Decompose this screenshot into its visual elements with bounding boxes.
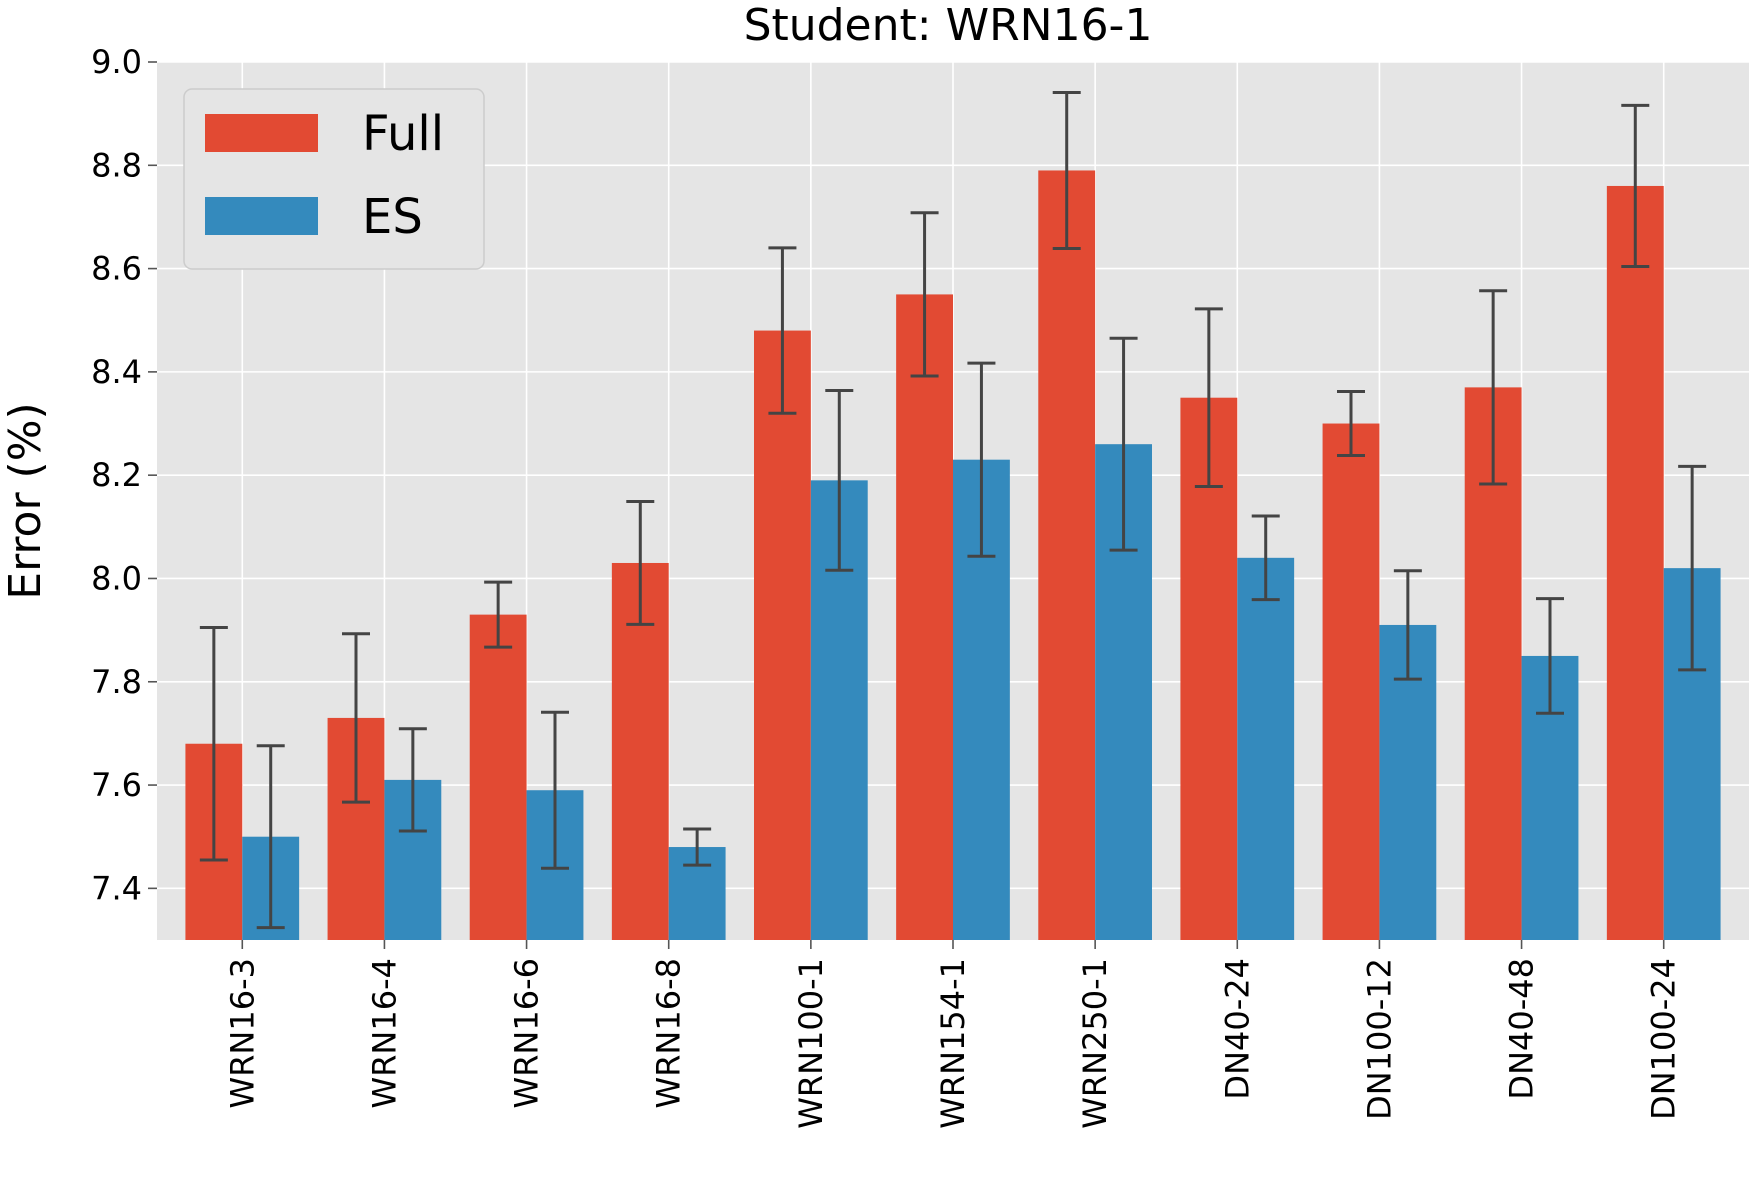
x-tick-label: WRN100-1 — [792, 958, 830, 1129]
x-tick-label: WRN16-4 — [365, 958, 403, 1108]
bar-full-dn40-24 — [1180, 397, 1238, 940]
x-tick-label: WRN16-6 — [508, 958, 546, 1108]
legend-swatch-full — [205, 114, 318, 152]
bar-es-dn40-24 — [1237, 557, 1295, 940]
error-bar-es-dn40-24 — [1251, 514, 1280, 602]
error-bar-full-wrn16-3 — [199, 626, 228, 862]
legend-swatch-es — [205, 197, 318, 235]
y-tick-label: 8.4 — [91, 353, 142, 391]
error-bar-es-wrn154-1 — [967, 361, 996, 558]
error-bar-full-dn40-24 — [1194, 307, 1223, 489]
legend-label-full: Full — [362, 106, 444, 162]
y-tick-label: 8.0 — [91, 559, 142, 597]
error-bar-es-dn100-24 — [1678, 464, 1707, 672]
y-tick-label: 7.8 — [91, 663, 142, 701]
chart-title: Student: WRN16-1 — [744, 0, 1153, 51]
y-tick-label: 9.0 — [91, 43, 142, 81]
error-bar-full-dn100-12 — [1337, 390, 1365, 458]
error-bar-es-dn40-48 — [1536, 597, 1564, 715]
y-axis-label: Error (%) — [0, 402, 51, 599]
error-bar-full-wrn100-1 — [768, 246, 797, 415]
y-tick-label: 8.2 — [91, 456, 142, 494]
y-tick-label: 8.6 — [91, 250, 142, 288]
bar-full-dn100-24 — [1606, 185, 1664, 940]
error-bar-full-wrn154-1 — [910, 211, 939, 378]
error-bar-full-wrn16-8 — [626, 500, 655, 626]
x-tick-label: DN100-12 — [1360, 958, 1398, 1120]
x-tick-label: WRN16-8 — [650, 958, 688, 1108]
error-bar-full-dn100-24 — [1621, 103, 1650, 269]
x-tick-label: DN40-48 — [1503, 958, 1541, 1100]
x-tick-label: WRN154-1 — [934, 958, 972, 1129]
legend-label-es: ES — [362, 189, 423, 245]
y-tick-label: 7.6 — [91, 766, 142, 804]
error-bar-es-wrn16-6 — [541, 710, 569, 870]
error-bar-full-dn40-48 — [1479, 289, 1508, 486]
legend: Full ES — [183, 88, 485, 270]
error-bar-es-wrn16-4 — [398, 727, 427, 833]
x-tick-label: WRN16-3 — [223, 958, 261, 1108]
x-axis: WRN16-3 WRN16-4 WRN16-6 WRN16-8 WRN100-1 WRN1… — [223, 940, 1683, 1129]
error-bar-es-wrn250-1 — [1109, 336, 1138, 552]
error-bar-es-wrn16-3 — [256, 744, 285, 930]
bar-full-wrn16-6 — [469, 614, 527, 940]
error-bar-full-wrn16-6 — [484, 580, 513, 649]
error-bar-es-dn100-12 — [1393, 569, 1422, 681]
bar-full-wrn250-1 — [1038, 170, 1096, 941]
error-bar-full-wrn250-1 — [1052, 90, 1081, 250]
bar-full-dn100-12 — [1322, 423, 1380, 940]
error-bars — [199, 90, 1707, 930]
y-tick-label: 8.8 — [91, 146, 142, 184]
bar-full-wrn100-1 — [754, 330, 811, 940]
x-tick-label: DN40-24 — [1218, 958, 1256, 1100]
x-tick-label: WRN250-1 — [1076, 958, 1114, 1129]
x-tick-label: DN100-24 — [1645, 958, 1683, 1120]
bar-full-wrn154-1 — [896, 294, 953, 941]
error-bar-full-wrn16-4 — [342, 632, 370, 804]
error-bar-es-wrn100-1 — [825, 388, 854, 572]
y-tick-label: 7.4 — [91, 869, 142, 907]
y-axis: 7.4 7.6 7.8 8.0 8.2 8.4 8.6 8.8 9.0 — [91, 43, 157, 907]
error-bar-es-wrn16-8 — [683, 827, 712, 867]
